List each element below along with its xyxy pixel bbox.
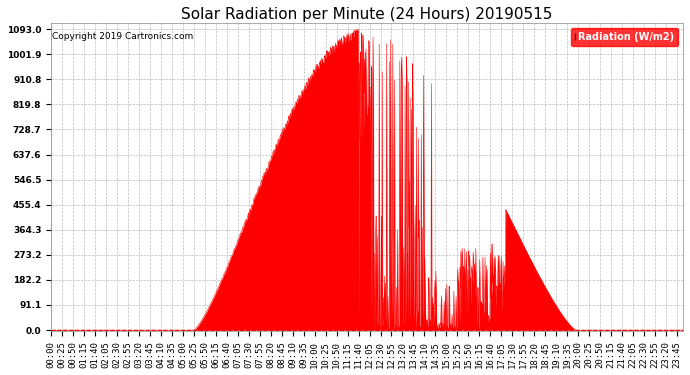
Title: Solar Radiation per Minute (24 Hours) 20190515: Solar Radiation per Minute (24 Hours) 20…	[181, 7, 553, 22]
Text: Copyright 2019 Cartronics.com: Copyright 2019 Cartronics.com	[52, 32, 194, 41]
Legend: Radiation (W/m2): Radiation (W/m2)	[571, 28, 678, 46]
